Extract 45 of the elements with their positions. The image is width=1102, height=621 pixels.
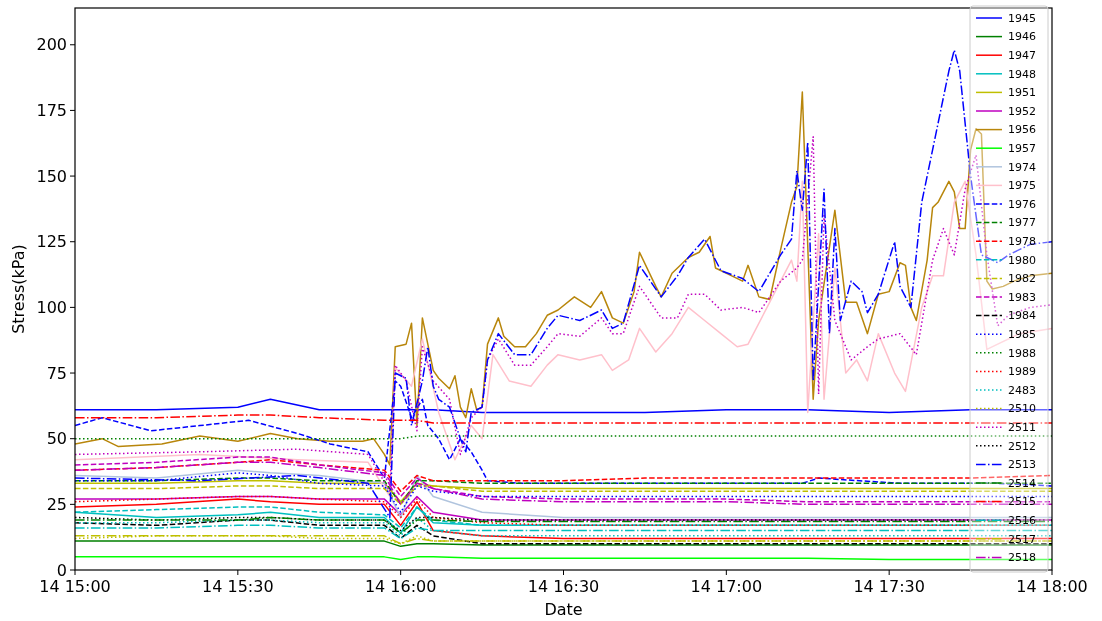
legend-label: 1947	[1008, 49, 1036, 63]
legend-label: 2517	[1008, 532, 1036, 546]
x-tick-label: 14 17:00	[690, 577, 763, 596]
y-tick-label: 200	[36, 35, 67, 55]
legend-label: 1974	[1008, 160, 1036, 174]
legend-label: 1988	[1008, 346, 1036, 360]
legend-label: 1948	[1008, 67, 1036, 81]
legend-label: 2516	[1008, 514, 1036, 528]
legend-label: 1945	[1008, 11, 1036, 25]
legend-label: 1951	[1008, 86, 1036, 100]
legend-label: 2511	[1008, 421, 1036, 435]
y-tick-label: 75	[46, 363, 67, 383]
y-tick-label: 150	[36, 166, 67, 186]
legend-label: 2515	[1008, 495, 1036, 509]
x-axis-title: Date	[544, 600, 583, 619]
legend-label: 1956	[1008, 123, 1036, 137]
legend-label: 1985	[1008, 328, 1036, 342]
legend-label: 1957	[1008, 142, 1036, 156]
legend-label: 2513	[1008, 458, 1036, 472]
y-tick-label: 50	[46, 429, 67, 449]
y-tick-label: 175	[36, 101, 67, 121]
y-tick-label: 125	[36, 232, 67, 252]
legend-label: 1977	[1008, 216, 1036, 230]
legend-label: 1978	[1008, 235, 1036, 249]
x-tick-label: 14 16:30	[527, 577, 600, 596]
legend-label: 1980	[1008, 253, 1036, 267]
legend-label: 1983	[1008, 290, 1036, 304]
y-tick-label: 100	[36, 297, 67, 317]
legend-label: 2483	[1008, 383, 1036, 397]
legend-label: 1984	[1008, 309, 1036, 323]
legend-label: 1946	[1008, 30, 1036, 44]
x-tick-label: 14 16:00	[364, 577, 437, 596]
legend-label: 1989	[1008, 365, 1036, 379]
x-tick-label: 14 15:00	[39, 577, 111, 596]
y-tick-label: 25	[46, 494, 67, 514]
x-tick-label: 14 17:30	[853, 577, 925, 596]
x-tick-label: 14 15:30	[202, 577, 274, 596]
y-axis-title: Stress(kPa)	[9, 244, 28, 334]
legend-label: 1975	[1008, 179, 1036, 193]
legend-label: 1976	[1008, 197, 1036, 211]
y-tick-label: 0	[56, 560, 67, 580]
x-tick-label: 14 18:00	[1016, 577, 1088, 596]
legend-label: 2512	[1008, 439, 1036, 453]
legend-label: 1952	[1008, 104, 1036, 118]
legend-label: 2518	[1008, 551, 1036, 565]
